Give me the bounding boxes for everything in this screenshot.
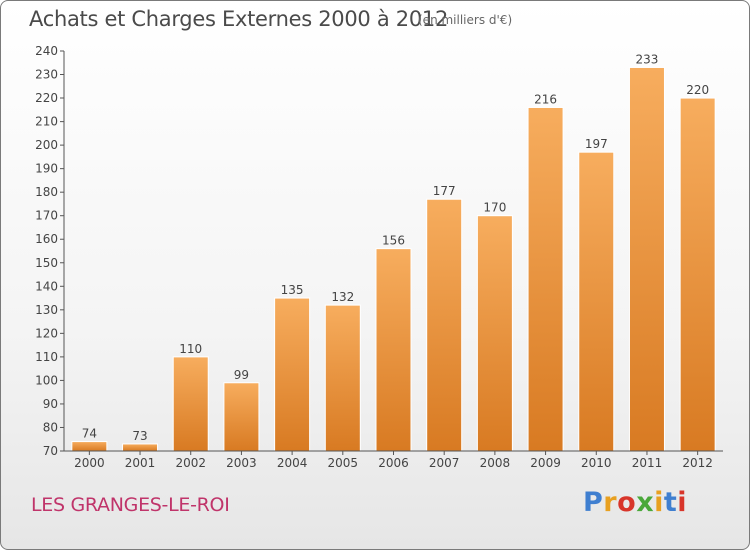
- bar-2006: [375, 248, 412, 452]
- x-tick-label-2007: 2007: [429, 456, 460, 470]
- logo-letter: x: [636, 487, 655, 518]
- y-tick-label-230: 230: [35, 68, 58, 82]
- x-tick-label-2005: 2005: [328, 456, 359, 470]
- x-tick-label-2010: 2010: [581, 456, 612, 470]
- axes-layer: 7080901001101201301401501601701801902002…: [35, 44, 723, 470]
- town-name: LES GRANGES-LE-ROI: [31, 494, 230, 516]
- y-tick-label-200: 200: [35, 138, 58, 152]
- bar-2007: [426, 198, 463, 452]
- data-label-2012: 220: [686, 83, 709, 97]
- y-tick-label-180: 180: [35, 185, 58, 199]
- x-tick-label-2002: 2002: [175, 456, 206, 470]
- y-tick-label-210: 210: [35, 115, 58, 129]
- data-label-2010: 197: [585, 137, 608, 151]
- bar-2004: [274, 297, 311, 452]
- y-tick-label-70: 70: [43, 444, 58, 458]
- data-label-2009: 216: [534, 92, 557, 106]
- data-label-2004: 135: [281, 283, 304, 297]
- x-tick-label-2001: 2001: [125, 456, 156, 470]
- y-tick-label-130: 130: [35, 303, 58, 317]
- y-tick-label-110: 110: [35, 350, 58, 364]
- y-tick-label-240: 240: [35, 44, 58, 58]
- bar-2011: [628, 66, 665, 452]
- bars-layer: 74 73 110 99 135 132 156 177 170 216 197 233 220: [71, 52, 716, 452]
- x-tick-label-2006: 2006: [378, 456, 409, 470]
- data-label-2005: 132: [331, 290, 354, 304]
- x-tick-label-2008: 2008: [480, 456, 511, 470]
- bar-2012: [679, 97, 716, 452]
- data-label-2000: 74: [82, 427, 97, 441]
- bar-2002: [172, 356, 209, 452]
- logo-letter: o: [617, 487, 637, 518]
- bar-2003: [223, 382, 260, 452]
- logo-letter: r: [603, 487, 618, 518]
- bar-2008: [476, 215, 513, 452]
- y-tick-label-120: 120: [35, 326, 58, 340]
- data-label-2002: 110: [179, 342, 202, 356]
- x-tick-label-2012: 2012: [682, 456, 713, 470]
- y-tick-label-160: 160: [35, 232, 58, 246]
- proxiti-logo: Proxiti: [583, 487, 687, 518]
- y-tick-label-140: 140: [35, 279, 58, 293]
- y-tick-label-220: 220: [35, 91, 58, 105]
- bar-2009: [527, 106, 564, 452]
- data-label-2003: 99: [234, 368, 249, 382]
- data-label-2007: 177: [433, 184, 456, 198]
- y-tick-label-170: 170: [35, 209, 58, 223]
- logo-letter: t: [663, 487, 678, 518]
- logo-letter: i: [677, 487, 688, 518]
- x-tick-label-2009: 2009: [530, 456, 561, 470]
- x-tick-label-2004: 2004: [277, 456, 308, 470]
- logo-letter: i: [654, 487, 664, 518]
- y-tick-label-90: 90: [43, 397, 58, 411]
- chart-title: Achats et Charges Externes 2000 à 2012: [29, 7, 449, 31]
- bar-2010: [578, 151, 615, 452]
- data-label-2011: 233: [636, 52, 659, 66]
- bar-2005: [324, 304, 361, 452]
- y-tick-label-100: 100: [35, 373, 58, 387]
- chart-subtitle: (en milliers d'€): [418, 13, 513, 27]
- data-label-2001: 73: [132, 429, 147, 443]
- y-tick-label-80: 80: [43, 420, 58, 434]
- data-label-2008: 170: [483, 201, 506, 215]
- logo-letter: P: [583, 487, 604, 518]
- x-tick-label-2000: 2000: [74, 456, 105, 470]
- x-tick-label-2011: 2011: [632, 456, 663, 470]
- data-label-2006: 156: [382, 234, 405, 248]
- y-tick-label-150: 150: [35, 256, 58, 270]
- y-tick-label-190: 190: [35, 162, 58, 176]
- bar-2000: [71, 441, 108, 452]
- x-tick-label-2003: 2003: [226, 456, 257, 470]
- bar-2001: [122, 443, 159, 452]
